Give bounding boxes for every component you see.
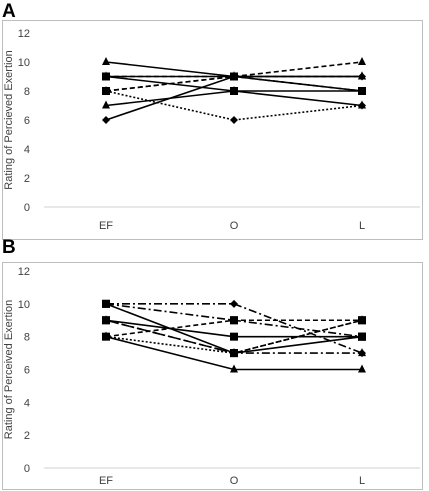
x-tick-label: L	[359, 475, 365, 487]
y-tick-label: 12	[18, 266, 30, 278]
y-axis-title: Rating of Perceived Exertion	[3, 300, 15, 439]
panel-a: A 0 2 4 6 8 10 12 EF O L Rating of Percieved Exert…	[0, 0, 429, 240]
panel-b: B 0 2 4 6 8 10 12 EF O L Rating of Perceived Exert…	[0, 237, 429, 491]
chart-a: 0 2 4 6 8 10 12 EF O L Rating of Percieved Exertio…	[3, 28, 420, 232]
y-tick-label: 2	[24, 173, 30, 185]
series-line	[105, 90, 363, 121]
data-point-square	[358, 316, 366, 325]
x-tick-label: O	[230, 220, 239, 232]
chart-frame	[2, 20, 423, 240]
y-axis-title: Rating of Percieved Exertion	[3, 50, 15, 189]
data-point-triangle	[102, 331, 110, 340]
x-tick-label: L	[359, 220, 365, 232]
data-point-triangle	[358, 348, 366, 357]
y-tick-label: 10	[18, 57, 30, 69]
y-tick-label: 10	[18, 299, 30, 311]
panel-label: B	[2, 237, 16, 258]
data-point-diamond	[230, 116, 238, 124]
data-point-triangle	[230, 348, 238, 357]
data-point-triangle	[102, 57, 110, 65]
data-point-diamond	[230, 299, 238, 308]
y-tick-label: 8	[24, 332, 30, 344]
y-tick-label: 4	[24, 144, 30, 156]
data-point-triangle	[102, 100, 110, 109]
chart-b: 0 2 4 6 8 10 12 EF O L Rating of Perceived Exertio…	[3, 266, 420, 487]
data-point-square	[102, 72, 110, 81]
y-tick-label: 0	[24, 463, 30, 475]
data-point-square	[358, 87, 366, 95]
data-point-square	[230, 316, 238, 325]
x-tick-label: EF	[99, 220, 113, 232]
data-point-square	[358, 332, 366, 341]
x-tick-label: EF	[99, 475, 113, 487]
y-tick-label: 4	[24, 397, 30, 409]
y-tick-label: 8	[24, 86, 30, 98]
data-point-diamond	[358, 72, 366, 81]
data-point-diamond	[358, 101, 366, 110]
data-point-triangle	[358, 364, 366, 373]
data-point-diamond	[230, 72, 238, 81]
data-point-square	[102, 299, 110, 308]
y-tick-label: 2	[24, 430, 30, 442]
data-point-triangle	[230, 86, 238, 94]
chart-frame	[2, 262, 423, 490]
data-point-triangle	[102, 315, 110, 324]
y-tick-label: 6	[24, 115, 30, 127]
series-line	[105, 75, 362, 121]
y-tick-label: 0	[24, 202, 30, 214]
data-point-triangle	[230, 364, 238, 373]
x-tick-label: O	[230, 475, 239, 487]
y-tick-label: 12	[18, 28, 30, 40]
data-point-triangle	[358, 57, 366, 65]
data-point-square	[230, 332, 238, 341]
y-tick-label: 6	[24, 365, 30, 377]
data-point-diamond	[102, 116, 110, 124]
panel-label: A	[2, 1, 16, 22]
data-point-diamond	[102, 87, 110, 95]
